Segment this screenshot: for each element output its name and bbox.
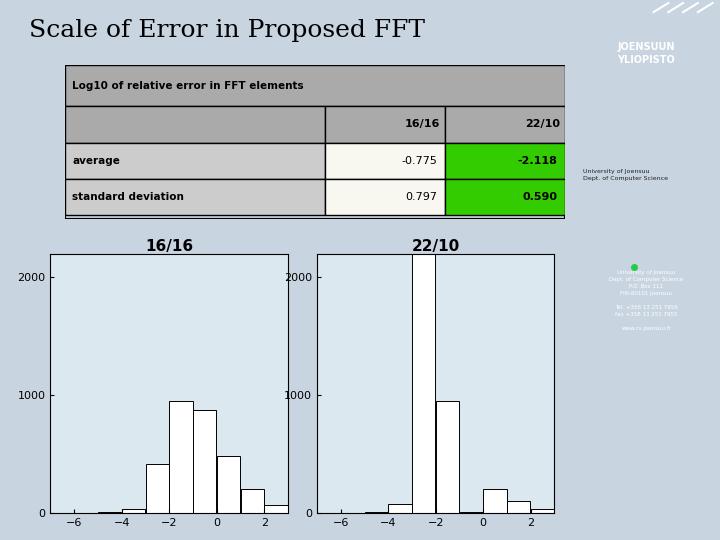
Bar xyxy=(483,489,507,513)
Bar xyxy=(98,512,122,513)
Text: 22/10: 22/10 xyxy=(525,119,560,130)
Bar xyxy=(65,106,325,143)
Bar xyxy=(169,401,193,513)
Text: 0.590: 0.590 xyxy=(523,192,558,202)
Bar xyxy=(65,65,565,106)
Bar xyxy=(65,143,325,179)
Bar xyxy=(412,254,436,513)
Text: University of Joensuu
Dept. of Computer Science
P.O. Box 111
FIN-80101 Joensuu

: University of Joensuu Dept. of Computer … xyxy=(609,270,683,331)
Bar xyxy=(531,509,554,513)
Bar xyxy=(459,512,483,513)
Bar xyxy=(325,179,445,215)
Bar xyxy=(65,179,325,215)
Bar xyxy=(325,143,445,179)
Title: 16/16: 16/16 xyxy=(145,239,193,254)
Bar xyxy=(240,489,264,513)
Bar xyxy=(145,463,169,513)
Text: JOENSUUN
YLIOPISTO: JOENSUUN YLIOPISTO xyxy=(617,42,675,65)
Bar xyxy=(445,106,565,143)
Bar xyxy=(388,504,412,513)
Bar xyxy=(217,456,240,513)
Text: Log10 of relative error in FFT elements: Log10 of relative error in FFT elements xyxy=(72,80,304,91)
Bar xyxy=(445,143,565,179)
Text: -2.118: -2.118 xyxy=(518,156,558,166)
Text: University of Joensuu
Dept. of Computer Science: University of Joensuu Dept. of Computer … xyxy=(583,169,668,180)
Text: 0.797: 0.797 xyxy=(405,192,438,202)
Bar xyxy=(436,401,459,513)
Bar xyxy=(122,509,145,513)
Bar xyxy=(507,501,531,513)
Text: standard deviation: standard deviation xyxy=(72,192,184,202)
Bar xyxy=(193,410,217,513)
Bar xyxy=(325,106,445,143)
Text: -0.775: -0.775 xyxy=(402,156,438,166)
Bar xyxy=(364,512,388,513)
Title: 22/10: 22/10 xyxy=(411,239,460,254)
Text: Scale of Error in Proposed FFT: Scale of Error in Proposed FFT xyxy=(29,19,425,42)
Text: average: average xyxy=(72,156,120,166)
Text: 16/16: 16/16 xyxy=(405,119,440,130)
Bar xyxy=(445,179,565,215)
Bar xyxy=(264,505,288,513)
